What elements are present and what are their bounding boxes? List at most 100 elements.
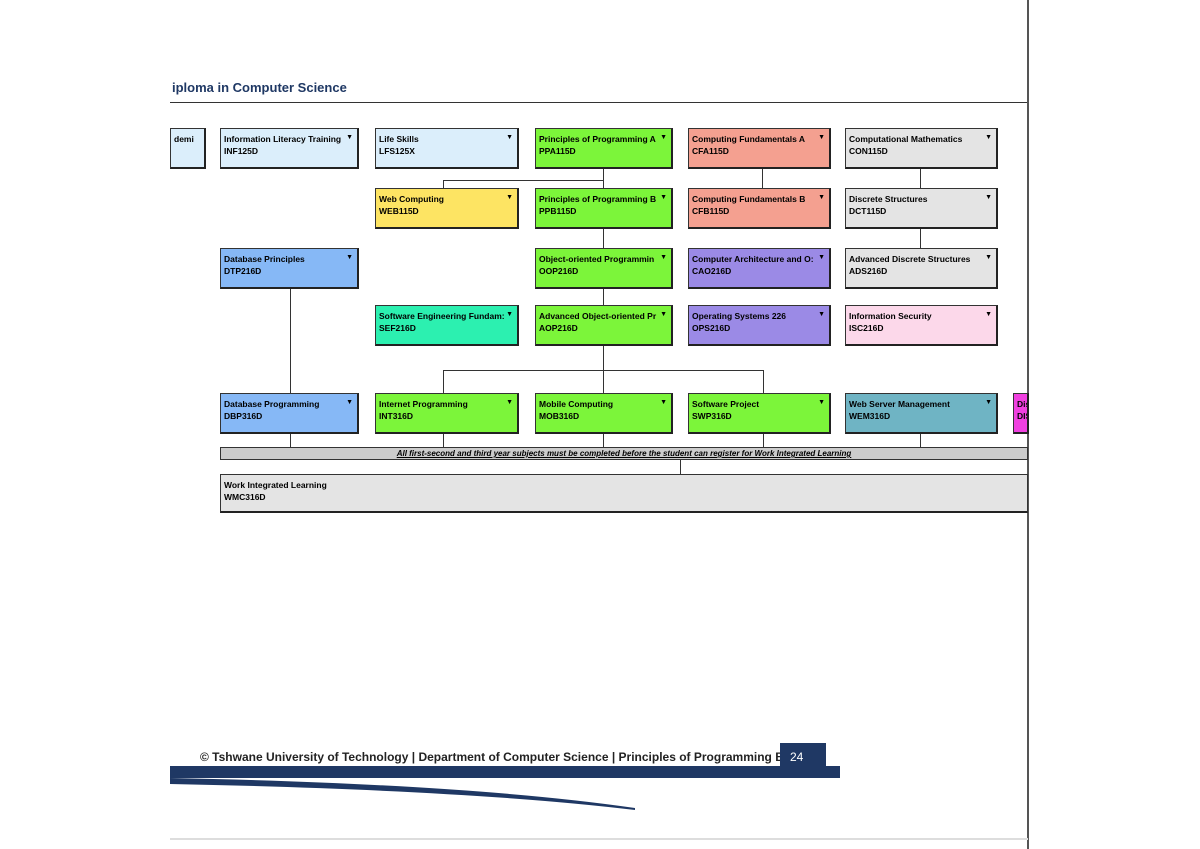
connector-line (290, 289, 291, 393)
subject-code: SEF216D (379, 323, 416, 333)
footer-band (170, 766, 840, 778)
dropdown-arrow-icon[interactable]: ▼ (506, 134, 513, 141)
subject-code: MOB316D (539, 411, 580, 421)
subject-code: ISC216D (849, 323, 884, 333)
subject-name: Operating Systems 226 (692, 311, 787, 321)
dropdown-arrow-icon[interactable]: ▼ (346, 134, 353, 141)
subject-code: WMC316D (224, 492, 266, 502)
dropdown-arrow-icon[interactable]: ▼ (660, 399, 667, 406)
subject-box-wil[interactable]: Work Integrated Learning WMC316D (220, 474, 1028, 513)
subject-code: OOP216D (539, 266, 579, 276)
subject-name: Web Server Management (849, 399, 950, 409)
subject-box[interactable]: Software Engineering Fundam: SEF216D ▼ (375, 305, 519, 346)
subject-box[interactable]: Discrete Structures DCT115D ▼ (845, 188, 998, 229)
subject-box[interactable]: Computer Architecture and O: CAO216D ▼ (688, 248, 831, 289)
connector-line (443, 433, 444, 447)
connector-line (763, 370, 764, 393)
subject-box[interactable]: Principles of Programming B PPB115D ▼ (535, 188, 673, 229)
page-bottom-rule (170, 838, 1028, 840)
dropdown-arrow-icon[interactable]: ▼ (660, 254, 667, 261)
subject-code: PPB115D (539, 206, 577, 216)
subject-name: Advanced Discrete Structures (849, 254, 971, 264)
subject-name: Principles of Programming A (539, 134, 656, 144)
dropdown-arrow-icon[interactable]: ▼ (660, 134, 667, 141)
subject-name: Discrete Structures (849, 194, 928, 204)
subject-box[interactable]: demi (170, 128, 206, 169)
subject-name: Principles of Programming B (539, 194, 657, 204)
subject-name: Computing Fundamentals B (692, 194, 806, 204)
subject-name: Information Security (849, 311, 932, 321)
dropdown-arrow-icon[interactable]: ▼ (506, 194, 513, 201)
dropdown-arrow-icon[interactable]: ▼ (985, 194, 992, 201)
subject-box[interactable]: Computing Fundamentals A CFA115D ▼ (688, 128, 831, 169)
subject-box[interactable]: Principles of Programming A PPA115D ▼ (535, 128, 673, 169)
subject-box[interactable]: Operating Systems 226 OPS216D ▼ (688, 305, 831, 346)
dropdown-arrow-icon[interactable]: ▼ (818, 134, 825, 141)
subject-box[interactable]: Dis DIS (1013, 393, 1029, 434)
connector-line (443, 180, 604, 181)
dropdown-arrow-icon[interactable]: ▼ (818, 399, 825, 406)
subject-code: DCT115D (849, 206, 887, 216)
subject-code: AOP216D (539, 323, 578, 333)
subject-code: WEM316D (849, 411, 891, 421)
subject-box[interactable]: Database Principles DTP216D ▼ (220, 248, 359, 289)
subject-code: LFS125X (379, 146, 415, 156)
dropdown-arrow-icon[interactable]: ▼ (506, 311, 513, 318)
subject-code: CFB115D (692, 206, 730, 216)
subject-code: INT316D (379, 411, 414, 421)
subject-box[interactable]: Computing Fundamentals B CFB115D ▼ (688, 188, 831, 229)
page-title: iploma in Computer Science (172, 80, 347, 95)
subject-box[interactable]: Information Literacy Training INF125D ▼ (220, 128, 359, 169)
subject-box[interactable]: Object-oriented Programmin OOP216D ▼ (535, 248, 673, 289)
subject-name: Database Principles (224, 254, 305, 264)
dropdown-arrow-icon[interactable]: ▼ (818, 254, 825, 261)
subject-box[interactable]: Web Server Management WEM316D ▼ (845, 393, 998, 434)
connector-line (290, 433, 291, 447)
subject-box[interactable]: Internet Programming INT316D ▼ (375, 393, 519, 434)
dropdown-arrow-icon[interactable]: ▼ (660, 311, 667, 318)
subject-name: Life Skills (379, 134, 419, 144)
dropdown-arrow-icon[interactable]: ▼ (346, 399, 353, 406)
subject-name: Computing Fundamentals A (692, 134, 806, 144)
footer-swoosh (170, 778, 635, 810)
dropdown-arrow-icon[interactable]: ▼ (818, 311, 825, 318)
dropdown-arrow-icon[interactable]: ▼ (818, 194, 825, 201)
subject-name: Advanced Object-oriented Pr (539, 311, 657, 321)
subject-name: Software Engineering Fundam: (379, 311, 505, 321)
subject-name: Database Programming (224, 399, 320, 409)
subject-name: demi (174, 134, 194, 144)
subject-box[interactable]: Advanced Object-oriented Pr AOP216D ▼ (535, 305, 673, 346)
dropdown-arrow-icon[interactable]: ▼ (985, 254, 992, 261)
subject-name: Web Computing (379, 194, 444, 204)
subject-box[interactable]: Web Computing WEB115D ▼ (375, 188, 519, 229)
subject-box[interactable]: Computational Mathematics CON115D ▼ (845, 128, 998, 169)
subject-name: Software Project (692, 399, 760, 409)
dropdown-arrow-icon[interactable]: ▼ (985, 311, 992, 318)
dropdown-arrow-icon[interactable]: ▼ (985, 134, 992, 141)
dropdown-arrow-icon[interactable]: ▼ (660, 194, 667, 201)
subject-code: CAO216D (692, 266, 732, 276)
dropdown-arrow-icon[interactable]: ▼ (985, 399, 992, 406)
connector-line (762, 169, 763, 188)
connector-line (443, 370, 764, 371)
subject-box[interactable]: Database Programming DBP316D ▼ (220, 393, 359, 434)
subject-box[interactable]: Mobile Computing MOB316D ▼ (535, 393, 673, 434)
subject-name: Mobile Computing (539, 399, 614, 409)
title-rule (170, 102, 1028, 103)
subject-code: DTP216D (224, 266, 262, 276)
connector-line (443, 370, 444, 393)
dropdown-arrow-icon[interactable]: ▼ (346, 254, 353, 261)
dropdown-arrow-icon[interactable]: ▼ (506, 399, 513, 406)
subject-name: Internet Programming (379, 399, 468, 409)
subject-name: Information Literacy Training (224, 134, 342, 144)
subject-box[interactable]: Software Project SWP316D ▼ (688, 393, 831, 434)
subject-box[interactable]: Information Security ISC216D ▼ (845, 305, 998, 346)
prerequisite-note: All first-second and third year subjects… (220, 447, 1028, 460)
subject-name: Work Integrated Learning (224, 480, 327, 490)
subject-box[interactable]: Life Skills LFS125X ▼ (375, 128, 519, 169)
subject-code: OPS216D (692, 323, 731, 333)
subject-name: Dis (1017, 399, 1029, 409)
connector-line (680, 460, 681, 474)
subject-box[interactable]: Advanced Discrete Structures ADS216D ▼ (845, 248, 998, 289)
connector-line (443, 180, 444, 188)
